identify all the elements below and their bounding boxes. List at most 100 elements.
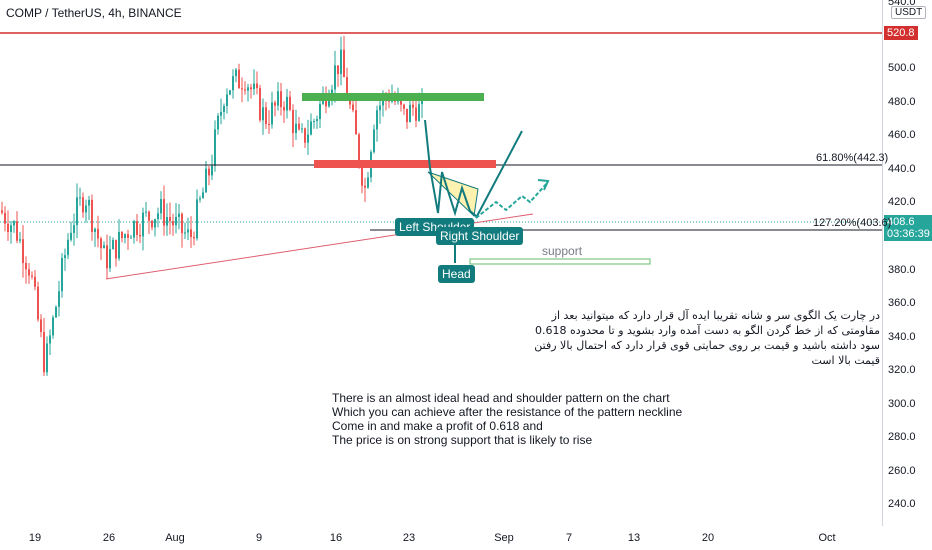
description-line: There is an almost ideal head and should… (332, 391, 670, 405)
candle-body (49, 335, 51, 344)
price-tick: 240.0 (888, 498, 916, 510)
candle-body (343, 49, 345, 78)
time-tick: Oct (818, 532, 836, 544)
description-line: Which you can achieve after the resistan… (332, 405, 683, 419)
candle-body (241, 88, 243, 90)
right-shoulder-label: Right Shoulder (436, 227, 524, 245)
description-persian: در چارت یک الگوی سر و شانه تقریبا ایده آ… (534, 309, 880, 367)
last-price-tag: 408.6 03:36:39 (884, 215, 932, 241)
projection-up (475, 130, 523, 219)
candle-body (190, 229, 192, 238)
candles-group (1, 35, 423, 376)
green-zone (302, 93, 484, 101)
candle-body (409, 104, 411, 123)
price-axis[interactable] (882, 0, 932, 526)
candle-body (406, 108, 408, 123)
candle-body (160, 199, 162, 214)
price-tick: 380.0 (888, 264, 916, 276)
candle-body (100, 238, 102, 249)
candle-body (262, 107, 264, 121)
candle-body (415, 107, 417, 121)
currency-unit[interactable]: USDT (891, 6, 927, 19)
candle-body (304, 128, 306, 143)
candle-body (55, 306, 57, 318)
candle-body (58, 291, 60, 307)
support-label: support (542, 244, 583, 258)
candle-body (244, 89, 246, 91)
price-tick: 480.0 (888, 96, 916, 108)
candle-body (316, 119, 318, 122)
candle-body (340, 49, 342, 75)
candle-body (61, 258, 63, 292)
candle-body (112, 239, 114, 250)
candle-body (46, 343, 48, 373)
red-zone (314, 160, 496, 168)
candle-body (91, 199, 93, 232)
candle-body (184, 232, 186, 234)
countdown-timer: 03:36:39 (887, 228, 930, 240)
price-tick: 260.0 (888, 465, 916, 477)
candle-body (70, 232, 72, 240)
candle-body (214, 129, 216, 166)
candle-body (163, 199, 165, 226)
price-tick: 360.0 (888, 297, 916, 309)
candle-body (175, 216, 177, 226)
candle-body (187, 229, 189, 233)
candle-body (268, 123, 270, 125)
candle-body (19, 239, 21, 241)
candle-body (85, 205, 87, 213)
description-line: The price is on strong support that is l… (332, 433, 593, 447)
candle-body (205, 168, 207, 193)
candle-body (412, 104, 414, 108)
price-tick: 300.0 (888, 398, 916, 410)
candle-body (334, 65, 336, 90)
price-tick: 540.0 (888, 0, 916, 8)
time-tick: 19 (28, 532, 42, 544)
last-price-value: 408.6 (887, 216, 915, 228)
candle-body (265, 107, 267, 124)
price-tick: 500.0 (888, 62, 916, 74)
candle-body (178, 213, 180, 217)
candle-body (238, 69, 240, 89)
candle-body (208, 168, 210, 176)
price-tick: 460.0 (888, 129, 916, 141)
candle-body (400, 98, 402, 105)
candle-body (346, 77, 348, 100)
candle-body (313, 121, 315, 123)
candle-body (337, 65, 339, 75)
support-box (469, 258, 651, 265)
candle-body (151, 220, 153, 228)
candle-body (169, 217, 171, 222)
candle-body (253, 83, 255, 90)
price-tick: 320.0 (888, 364, 916, 376)
candle-body (25, 263, 27, 270)
candle-body (358, 134, 360, 164)
candle-body (106, 245, 108, 269)
candle-body (286, 96, 288, 111)
candle-body (157, 213, 159, 220)
candle-body (118, 231, 120, 259)
candle-body (124, 234, 126, 239)
candle-body (364, 185, 366, 188)
candle-body (196, 199, 198, 239)
candle-body (271, 102, 273, 125)
time-tick: 20 (701, 532, 715, 544)
projection-zigzag (475, 181, 549, 219)
candle-body (229, 90, 231, 95)
candle-body (361, 163, 363, 186)
candle-body (367, 177, 369, 188)
candle-body (130, 237, 132, 239)
candle-body (235, 69, 237, 77)
description-english: There is an almost ideal head and should… (332, 391, 682, 447)
head-label: Head (438, 265, 475, 283)
description-line: Come in and make a profit of 0.618 and (332, 419, 543, 433)
candle-body (121, 231, 123, 239)
candle-body (307, 134, 309, 143)
candle-body (148, 211, 150, 221)
candle-body (298, 123, 300, 130)
candle-body (1, 210, 3, 213)
candle-body (211, 165, 213, 176)
candle-body (349, 99, 351, 105)
